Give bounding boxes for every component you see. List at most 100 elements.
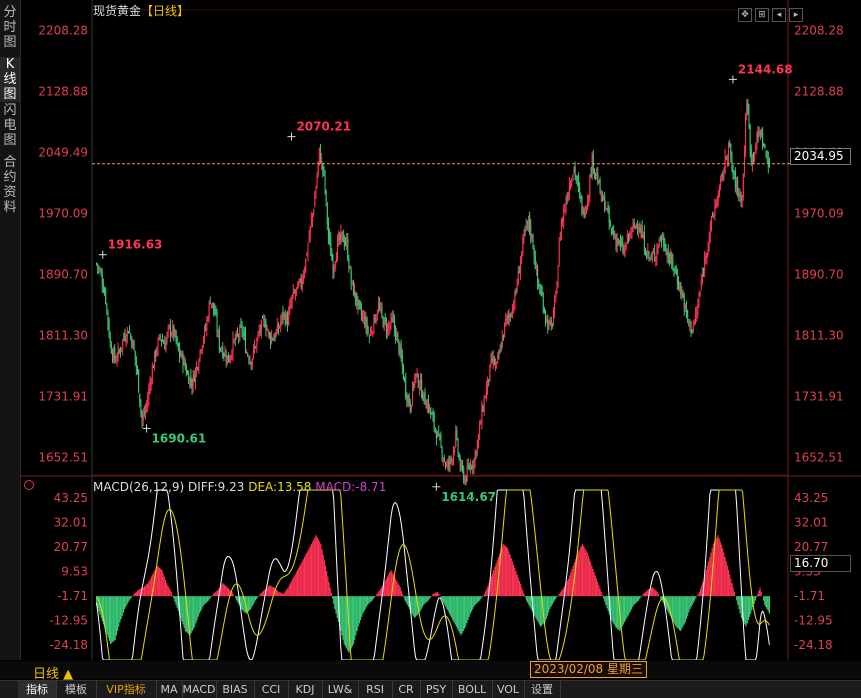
tab-5[interactable]: MACD <box>182 681 217 698</box>
next-icon[interactable]: ▸ <box>789 8 803 22</box>
tab-14[interactable]: VOL <box>492 681 525 698</box>
macd-bar <box>315 535 317 597</box>
macd-bar <box>607 596 609 612</box>
macd-bar <box>270 585 272 597</box>
candle-body <box>343 240 345 246</box>
macd-bar <box>652 587 654 597</box>
macd-bar <box>385 578 387 597</box>
tab-3[interactable]: VIP指标 <box>96 681 157 698</box>
macd-bar <box>183 596 185 628</box>
macd-bar <box>279 592 281 597</box>
candle-body <box>443 457 445 461</box>
candle-body <box>662 238 664 240</box>
candle-body <box>162 340 164 342</box>
candle-body <box>188 373 190 384</box>
macd-bar <box>669 596 671 616</box>
macd-bar <box>282 593 285 597</box>
candle-body <box>379 304 381 308</box>
macd-bar <box>305 554 307 597</box>
macd-bar <box>739 596 741 614</box>
bottom-bar <box>0 661 861 679</box>
macd-bar <box>330 592 332 597</box>
candle-body <box>481 406 483 426</box>
candle-body <box>399 347 401 353</box>
macd-bar <box>601 595 603 597</box>
macd-bar <box>556 596 558 598</box>
macd-bar <box>664 596 667 608</box>
macd-bar <box>639 596 641 599</box>
candle-body <box>637 226 639 228</box>
candle-body <box>309 226 311 236</box>
candle-body <box>149 382 151 389</box>
chart-canvas[interactable]: 2208.282208.282128.882128.882049.492049.… <box>0 0 861 660</box>
macd-bar <box>316 537 318 597</box>
candle-body <box>223 354 225 356</box>
tab-11[interactable]: CR <box>392 681 421 698</box>
candle-body <box>395 327 397 339</box>
candle-body <box>291 295 293 303</box>
macd-settings-icon[interactable] <box>24 480 34 490</box>
sidebar-item[interactable]: 闪电图 <box>3 103 17 148</box>
candle-body <box>730 144 732 158</box>
candle-body <box>600 191 602 197</box>
tab-10[interactable]: RSI <box>358 681 393 698</box>
candle-body <box>599 179 601 194</box>
tab-6[interactable]: BIAS <box>216 681 255 698</box>
period-selector[interactable]: 日线 ▲ <box>33 667 74 682</box>
candle-body <box>258 331 260 333</box>
candle-body <box>698 296 700 305</box>
candle-body <box>135 358 137 369</box>
macd-bar <box>503 544 505 597</box>
tab-8[interactable]: KDJ <box>288 681 323 698</box>
candle-body <box>276 324 278 334</box>
candle-body <box>630 234 632 236</box>
candle-body <box>610 229 612 231</box>
macd-diff: DIFF:9.23 <box>187 480 245 494</box>
macd-bar <box>732 587 734 597</box>
prev-icon[interactable]: ◂ <box>772 8 786 22</box>
macd-bar <box>682 596 684 627</box>
macd-bar <box>424 596 426 604</box>
candle-body <box>706 253 708 259</box>
tab-15[interactable]: 设置 <box>524 681 561 698</box>
tab-9[interactable]: LW& <box>322 681 359 698</box>
tab-13[interactable]: BOLL <box>452 681 493 698</box>
tab-1[interactable]: 指标 <box>18 681 57 698</box>
macd-bar <box>723 552 725 597</box>
macd-bar <box>470 596 473 612</box>
candle-body <box>288 311 290 325</box>
candle-body <box>597 174 599 185</box>
sidebar-item[interactable]: 合约资料 <box>3 155 17 215</box>
macd-bar <box>285 590 287 597</box>
sidebar-item[interactable]: 分时图 <box>3 5 17 50</box>
macd-bar <box>177 596 179 612</box>
macd-bar <box>361 596 363 617</box>
move-icon[interactable]: ✥ <box>738 8 752 22</box>
candle-body <box>501 336 503 348</box>
candle-body <box>279 326 281 328</box>
tab-2[interactable]: 模板 <box>56 681 97 698</box>
candle-body <box>405 379 407 397</box>
candle-body <box>415 374 417 377</box>
zoom-icon[interactable]: ⊞ <box>755 8 769 22</box>
candle-body <box>624 245 626 252</box>
candle-body <box>598 180 600 183</box>
candle-body <box>546 319 548 323</box>
tab-4[interactable]: MA <box>156 681 183 698</box>
candle-body <box>346 240 348 244</box>
candle-body <box>176 340 178 343</box>
macd-bar <box>278 591 280 597</box>
candle-body <box>159 336 161 338</box>
macd-tick-label-left: -1.71 <box>57 589 88 603</box>
tab-12[interactable]: PSY <box>420 681 453 698</box>
candle-body <box>463 469 465 482</box>
candle-body <box>666 252 668 256</box>
candle-body <box>121 347 123 350</box>
candle-body <box>571 181 573 186</box>
candle-body <box>267 329 269 332</box>
tab-7[interactable]: CCI <box>254 681 289 698</box>
candle-body <box>191 384 193 388</box>
macd-bar <box>117 596 119 632</box>
candle-body <box>338 235 340 240</box>
